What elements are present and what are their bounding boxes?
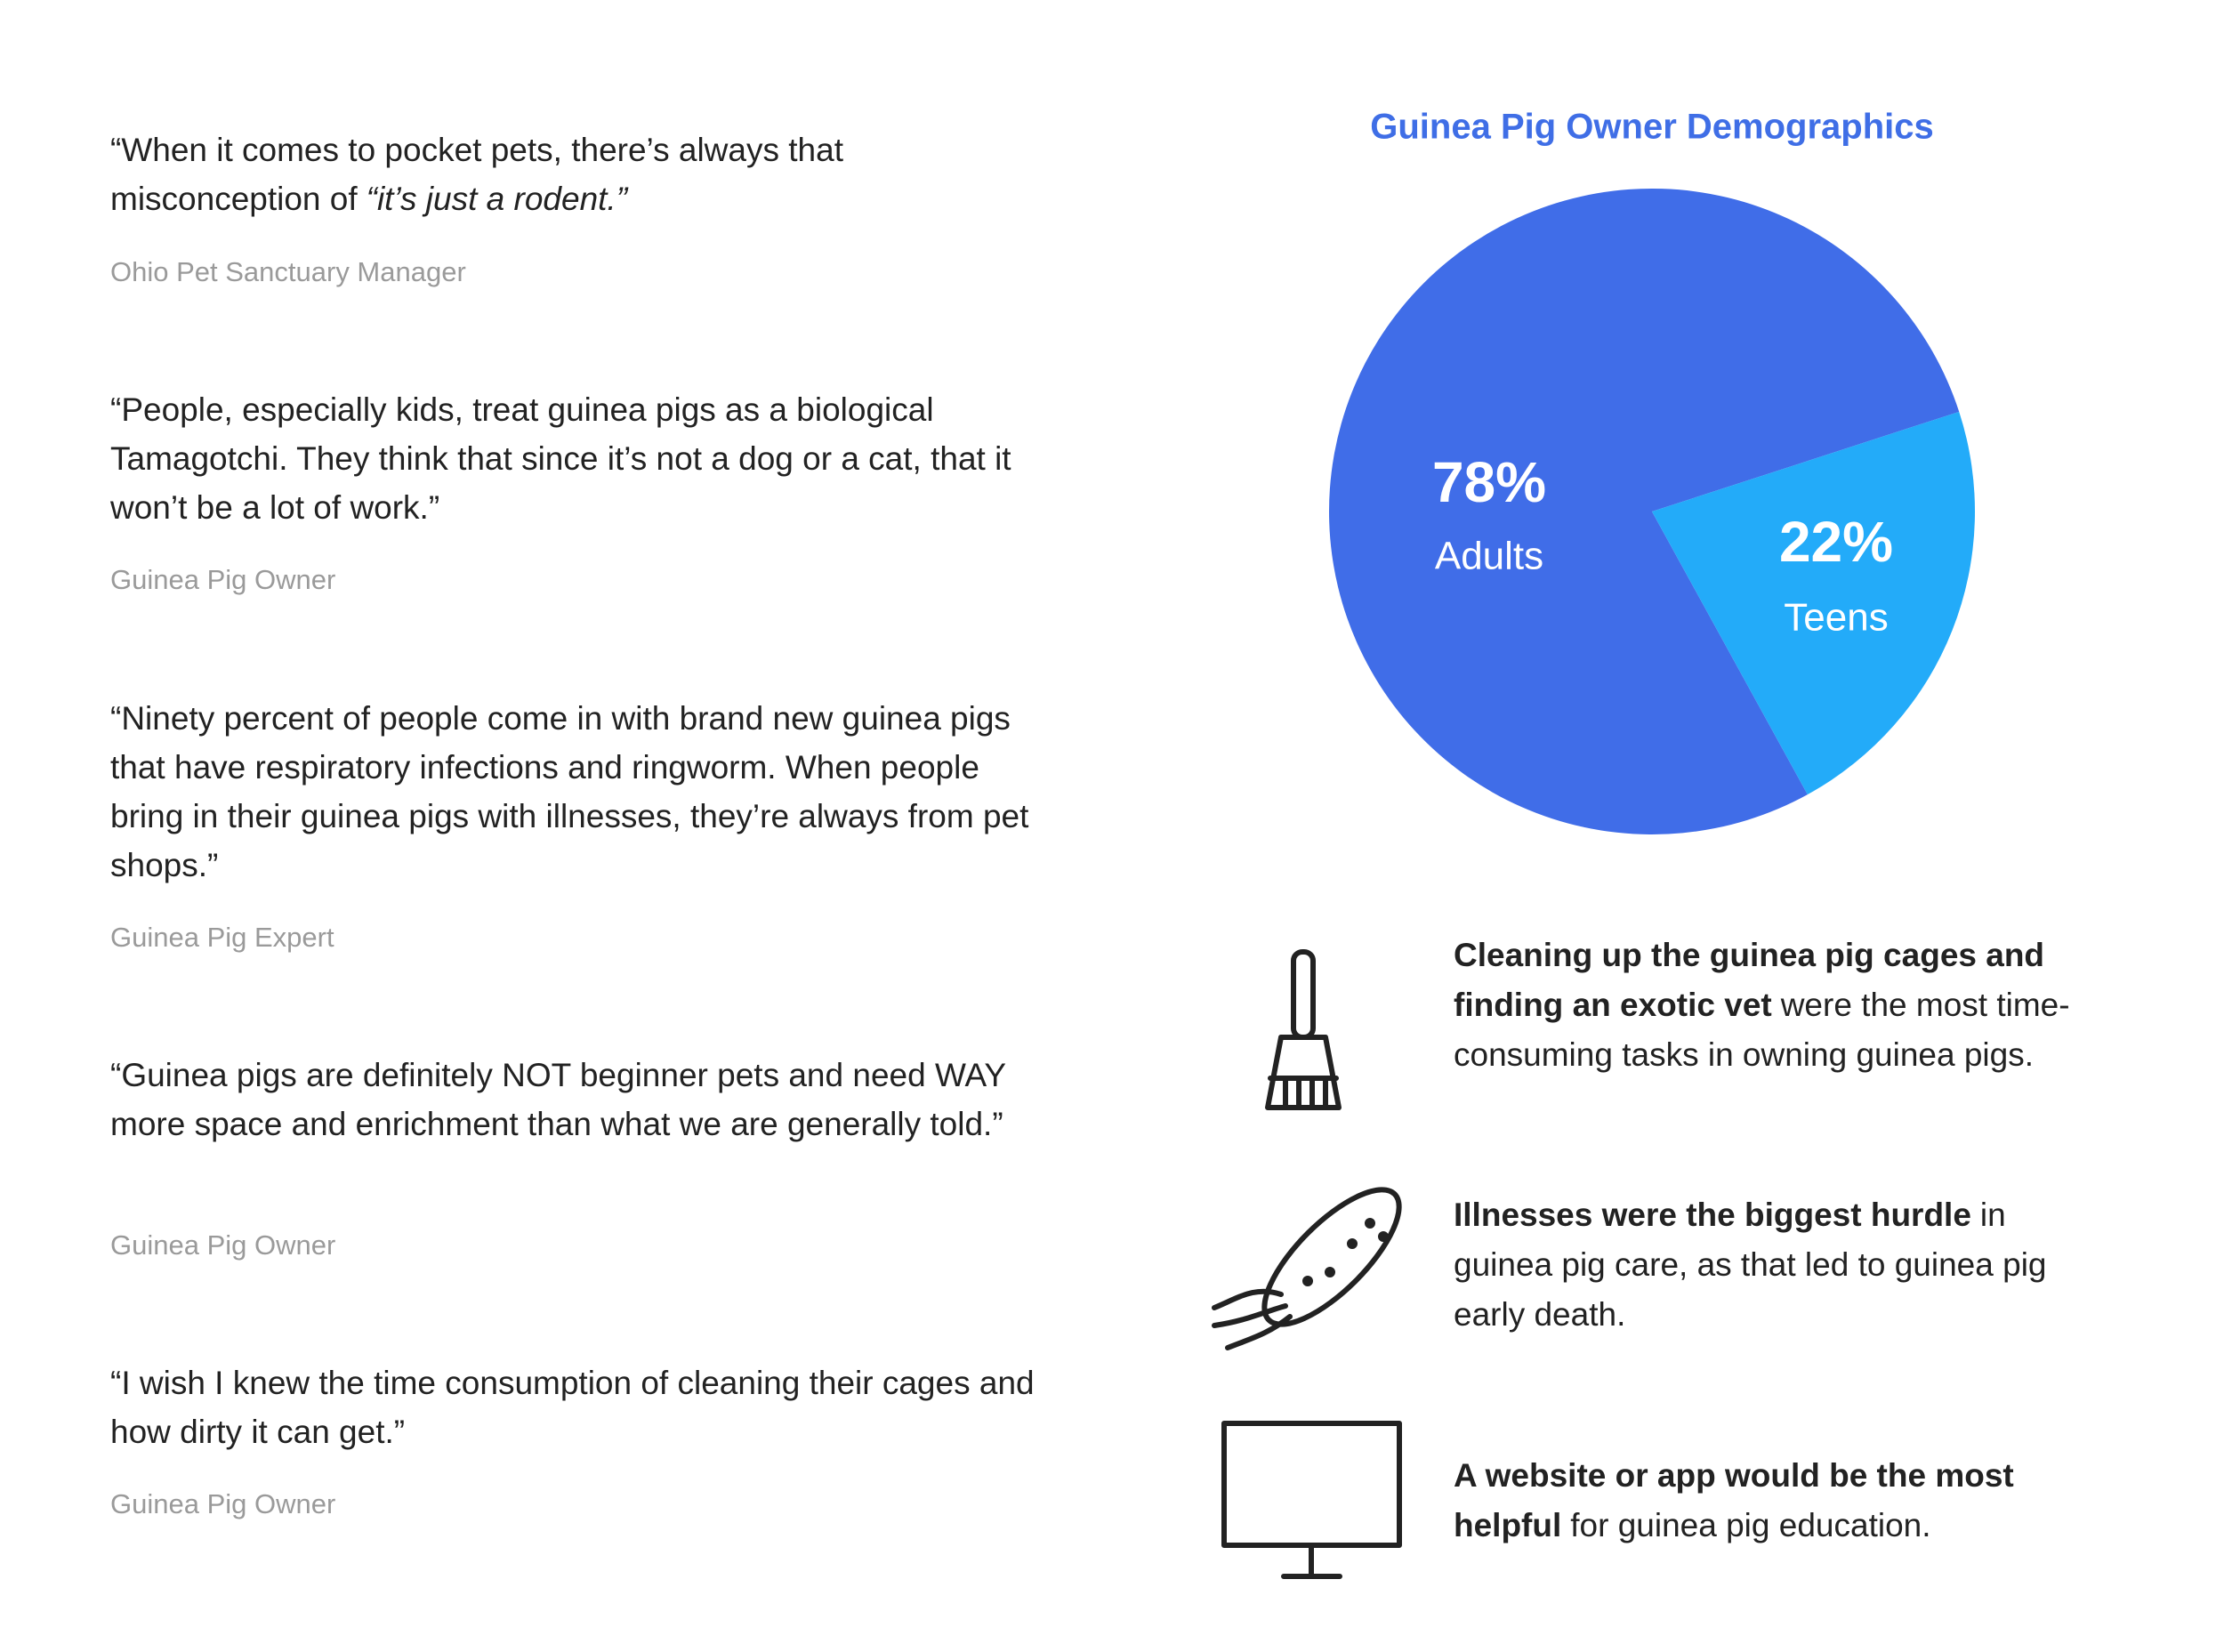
quote-text: “When it comes to pocket pets, there’s a…: [110, 132, 843, 217]
finding-bold: Illnesses were the biggest hurdle: [1454, 1197, 1971, 1233]
pie-slice: [1328, 189, 1960, 835]
finding-text: for guinea pig education.: [1570, 1507, 1931, 1543]
brush-icon: [1265, 949, 1342, 1110]
quote-source: Guinea Pig Owner: [110, 1229, 336, 1261]
quote: “Ninety percent of people come in with b…: [110, 694, 1053, 890]
chart-title: Guinea Pig Owner Demographics: [1370, 108, 1933, 147]
finding-text: were the most time-consuming tasks in ow…: [1454, 987, 2070, 1073]
quote: “Guinea pigs are definitely NOT beginner…: [110, 1051, 1053, 1148]
quote-source: Guinea Pig Owner: [110, 564, 336, 595]
quote-source: Ohio Pet Sanctuary Manager: [110, 256, 466, 287]
quote-source: Guinea Pig Expert: [110, 922, 334, 953]
quote-text: “I wish I knew the time consumption of c…: [110, 1365, 1035, 1450]
icons: [1212, 949, 1402, 1579]
slice-category-label: Adults: [1435, 535, 1543, 578]
bacterium-icon: [1212, 1187, 1402, 1350]
quote-text: “Guinea pigs are definitely NOT beginner…: [110, 1057, 1006, 1142]
finding-text: in guinea pig care, as that led to guine…: [1454, 1197, 2047, 1333]
finding: A website or app would be the most helpf…: [1454, 1451, 2103, 1551]
finding: Illnesses were the biggest hurdle in guin…: [1454, 1190, 2103, 1340]
pie-slice: [1652, 411, 1975, 795]
slice-value-label: 78%: [1432, 450, 1546, 514]
slice-value-label: 22%: [1779, 510, 1893, 574]
quote: “I wish I knew the time consumption of c…: [110, 1358, 1053, 1456]
quote-text: “People, especially kids, treat guinea p…: [110, 391, 1011, 526]
slice-category-label: Teens: [1784, 596, 1888, 640]
finding-bold: A website or app would be the most helpf…: [1454, 1457, 2014, 1543]
finding: Cleaning up the guinea pig cages and fin…: [1454, 931, 2103, 1080]
quote-emphasis: “it’s just a rodent.”: [366, 181, 628, 217]
quote-source: Guinea Pig Owner: [110, 1488, 336, 1519]
quote: “When it comes to pocket pets, there’s a…: [110, 125, 1053, 223]
quote: “People, especially kids, treat guinea p…: [110, 385, 1053, 532]
finding-bold: Cleaning up the guinea pig cages and fin…: [1454, 937, 2045, 1023]
monitor-icon: [1221, 1421, 1402, 1579]
quote-text: “Ninety percent of people come in with b…: [110, 700, 1029, 883]
